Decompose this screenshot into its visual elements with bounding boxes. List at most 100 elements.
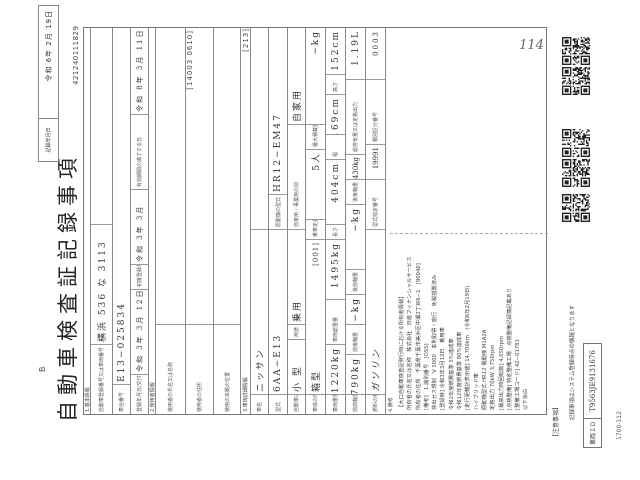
row-dimensions: 車両重量 1220kg 車両総重量 1495kg 長さ 404cm 幅 169c… — [326, 28, 346, 414]
label: 使用者の氏名又は名称 — [156, 324, 185, 414]
row-user-name: 使用者の氏名又は名称 — [156, 28, 186, 414]
private-use: 自家用 — [293, 88, 303, 122]
height: 152cm — [330, 30, 341, 71]
label: 使用者の住所 — [186, 324, 213, 414]
label: 使用の本拠の位置 — [214, 324, 240, 414]
front-rear-axle: −kg — [346, 294, 365, 324]
row-base-location: 使用の本拠の位置 — [214, 28, 241, 414]
remark-line: 定格出力 70kW 3,750rpm — [490, 344, 497, 410]
label: 車名 — [251, 394, 268, 414]
label: 総排気量又は定格出力 — [346, 79, 365, 154]
remark-line: 所有者の氏名又は名称 株式会社 日産フィナンシャルサービス — [407, 256, 414, 410]
record-date-box: 記録年月日 令和 6年 2月 19日 — [38, 5, 59, 162]
row-kind: 自動車の種別 小 型 用途 乗用 自家用・事業用の別 自家用 — [288, 28, 306, 414]
section-basic: 1.基本情報 — [84, 28, 91, 414]
chassis-number: E13−025834 — [116, 302, 127, 382]
record-date: 令和 6年 2月 19日 — [44, 10, 53, 82]
qr-code — [562, 67, 590, 95]
remarks-text: 【大口自動車検査証発行時における所有者情報】 所有者の氏名又は名称 株式会社 日産… — [398, 232, 531, 410]
row-axles: 前前軸重 790kg 前後軸重 −kg 後前軸重 −kg 後後軸重 430kg … — [346, 28, 366, 414]
document-number: 421240111829 — [72, 25, 80, 85]
remark-line: 令和12年度燃費基準 80%達成車 — [457, 331, 464, 410]
label: 自動車登録番号又は車両番号 — [91, 344, 112, 414]
label: 型式 — [269, 394, 287, 414]
capacity: 5人 — [306, 149, 325, 219]
handwritten-note: 114 — [519, 38, 544, 54]
label: 燃料の種類 — [366, 394, 385, 414]
vehicle-id-label: 車両ＩＤ — [584, 418, 601, 447]
remark-line: [最高出力時回転数] 4,050rpm — [498, 335, 505, 410]
section-code: [213] — [241, 28, 250, 52]
label: 後後軸重 — [346, 179, 365, 204]
max-load: −kg — [310, 30, 321, 55]
maker: ニッサン — [251, 229, 268, 394]
label: 登録年月日/交付年月日 — [131, 374, 148, 414]
label: 高さ — [326, 74, 345, 94]
body-code: [001] — [311, 242, 320, 266]
section-title: 1.基本情報 — [84, 387, 91, 412]
label: 類別区分番号 — [366, 79, 385, 144]
label: 初度登録年月 — [131, 264, 148, 289]
row-registration: 自動車登録番号又は車両番号 横浜 536 な 3113 — [91, 28, 113, 414]
row-user-address: 使用者の住所 [14003 0610] — [186, 28, 214, 414]
label: 前後軸重 — [346, 324, 365, 354]
remark-line: 原動機型式 HR12 電動機 M1A2A — [481, 329, 488, 410]
remark-line: ハイブリッド車 — [473, 373, 480, 410]
document-title: 自動車検査証記録事項 — [56, 152, 80, 422]
row-maker: 車名 ニッサン — [251, 28, 269, 414]
remarks-section: 4.備考 【大口自動車検査証発行時における所有者情報】 所有者の氏名又は名称 株式… — [386, 28, 548, 414]
label: 自動車の種別 — [288, 394, 305, 414]
section-title: 4.備考 — [388, 397, 394, 412]
label: 車両総重量 — [326, 299, 345, 344]
label: 原動機の型式 — [269, 194, 287, 229]
weight: 1220kg — [326, 344, 345, 394]
width: 169cm — [326, 94, 345, 134]
label: 車両重量 — [326, 394, 345, 414]
displacement: 1.19L — [350, 30, 361, 67]
label: 長さ — [326, 224, 345, 239]
label: 後前軸重 — [346, 269, 365, 294]
remark-line: [登録時] 令和3年3月12日 乗用車 — [440, 327, 447, 410]
qr-code — [562, 159, 590, 187]
section-vehicle: 3.車両詳細情報 [213] — [241, 28, 251, 414]
section-title: 3.車両詳細情報 — [243, 377, 249, 412]
row-chassis: 車台番号 E13−025834 — [113, 28, 131, 414]
row-dates: 登録年月日/交付年月日 令和 3年 3月 12日 初度登録年月 令和 3年 3月… — [131, 28, 149, 414]
section-user: 2.使用者情報 — [149, 28, 156, 414]
remark-line: 令和2年度燃費基準 5%達成車 — [448, 338, 455, 410]
fuel-type: ガソリン — [366, 229, 385, 394]
label: 自家用・事業用の別 — [288, 124, 305, 229]
row-body: 車体の形状 箱型 [001] 乗車定員 5人 最大積載量 −kg — [306, 28, 326, 414]
label: 乗車定員 — [306, 219, 325, 239]
remark-line: [整備工場コード] 42−01781 — [515, 339, 522, 410]
vehicle-id-box: 車両ＩＤ T9563JE9131676 — [583, 343, 602, 448]
remark-line: 所有者の住所 千葉県千葉市美浜区中瀬2丁目6−1 [90040] — [415, 263, 422, 410]
remark-line: [点検整備] 特定整備工場 点検整備記録簿記載あり — [506, 287, 513, 410]
label: 用途 — [288, 324, 305, 339]
remark-line: 排出ガス規制 V 5000 本則取得・施行 免税措置済み — [432, 274, 439, 410]
use: 乗用 — [288, 229, 305, 324]
length: 404cm — [326, 159, 345, 224]
remark-line: 【大口自動車検査証発行時における所有者情報】 — [399, 293, 405, 410]
qr-code — [562, 194, 590, 222]
label: 車体の形状 — [306, 394, 325, 414]
gross-weight: 1495kg — [326, 239, 345, 299]
rear-front-axle: −kg — [346, 204, 365, 269]
remark-line: [走行距離計表示値] 14,700km (令和6年2月19日) — [465, 285, 472, 410]
body-shape: 箱型 — [312, 369, 322, 392]
remark-line: [備考] 1.識別番号 [OSS] — [423, 343, 430, 410]
record-date-label: 記録年月日 — [39, 118, 58, 161]
rear-rear-axle: 430kg — [346, 154, 365, 179]
label: 車台番号 — [113, 384, 130, 414]
row-fuel: 燃料の種類 ガソリン 型式指定番号 19991 類別区分番号 0003 — [366, 28, 386, 414]
qr-code — [562, 129, 590, 157]
row-model: 型式 6AA−E13 原動機の型式 HR12−EM47 — [269, 28, 288, 414]
kind: 小 型 — [288, 339, 305, 394]
notice-text: 記録事項はシステム登録時点の情報となります — [570, 304, 576, 420]
registration-date: 令和 3年 3月 12日 — [131, 289, 148, 374]
first-registration: 令和 3年 3月 — [131, 189, 148, 264]
expiry-date: 令和 8年 3月 11日 — [135, 28, 144, 113]
label: 幅 — [326, 134, 345, 159]
registration-number: 横浜 536 な 3113 — [91, 224, 112, 344]
